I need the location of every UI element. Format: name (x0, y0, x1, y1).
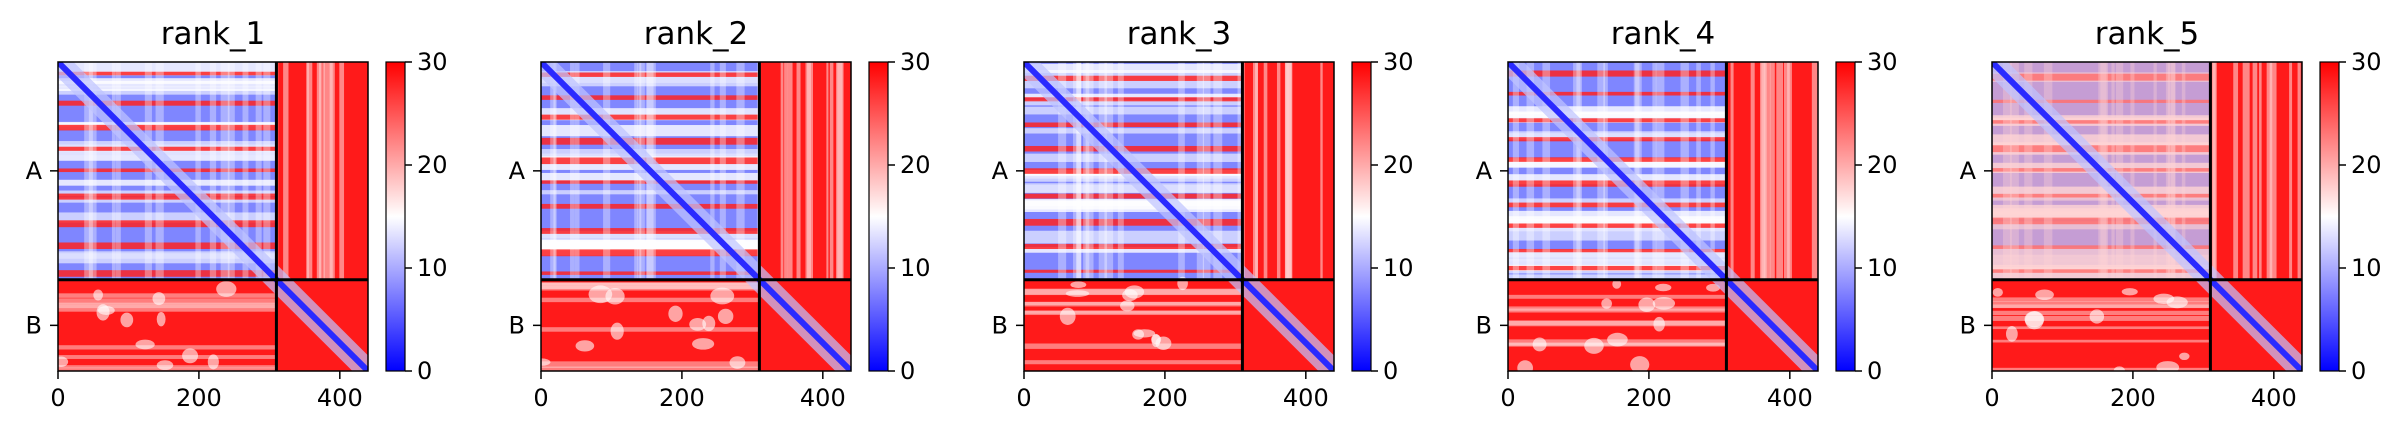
panel-title: rank_4 (1611, 16, 1716, 52)
x-tick-label: 0 (1016, 384, 1031, 412)
colorbar-tick-label: 20 (417, 151, 448, 179)
x-tick-label: 0 (1500, 384, 1515, 412)
colorbar-tick-label: 20 (900, 151, 931, 179)
heatmap-image (1992, 62, 2302, 371)
chain-label: B (1476, 311, 1492, 339)
colorbar-tick-label: 20 (1867, 151, 1898, 179)
chain-label: B (1960, 311, 1976, 339)
colorbar-tick-label: 30 (417, 48, 448, 76)
colorbar (385, 61, 406, 372)
plot-frame (1023, 61, 1335, 372)
heatmap-panel: rank_5 0 200 400 A B 0 10 20 30 (1960, 16, 2382, 412)
chain-label: A (1960, 157, 1977, 185)
x-tick-label: 400 (317, 384, 363, 412)
colorbar-tick-label: 10 (417, 254, 448, 282)
heatmap-image (58, 62, 368, 371)
colorbar (1351, 61, 1372, 372)
chain-label: A (1476, 157, 1493, 185)
colorbar-tick-label: 30 (1383, 48, 1414, 76)
colorbar (2319, 61, 2340, 372)
colorbar-tick-label: 10 (1867, 254, 1898, 282)
chain-label: A (992, 157, 1009, 185)
x-tick-label: 200 (1142, 384, 1188, 412)
chain-label: A (509, 157, 526, 185)
x-tick-label: 0 (50, 384, 65, 412)
colorbar-tick-label: 0 (2351, 357, 2366, 385)
colorbar-tick-label: 0 (1867, 357, 1882, 385)
colorbar-tick-label: 20 (2351, 151, 2382, 179)
colorbar (1835, 61, 1856, 372)
heatmap-image (541, 62, 851, 371)
x-tick-label: 200 (659, 384, 705, 412)
plot-frame (1991, 61, 2303, 372)
x-tick-label: 200 (2110, 384, 2156, 412)
x-tick-label: 400 (2251, 384, 2297, 412)
heatmap-image (1024, 62, 1334, 371)
plot-frame (57, 61, 369, 372)
colorbar-tick-label: 10 (2351, 254, 2382, 282)
chain-label: B (26, 311, 42, 339)
x-tick-label: 0 (533, 384, 548, 412)
colorbar-tick-label: 0 (1383, 357, 1398, 385)
colorbar-tick-label: 10 (900, 254, 931, 282)
panel-title: rank_3 (1127, 16, 1232, 52)
chain-label: B (509, 311, 525, 339)
heatmap-panel: rank_2 0 200 400 A B 0 10 20 30 (509, 16, 931, 412)
colorbar-tick-label: 0 (417, 357, 432, 385)
chain-label: A (26, 157, 43, 185)
x-tick-label: 200 (176, 384, 222, 412)
colorbar (868, 61, 889, 372)
x-tick-label: 200 (1626, 384, 1672, 412)
chain-label: B (992, 311, 1008, 339)
plot-frame (540, 61, 852, 372)
colorbar-tick-label: 30 (2351, 48, 2382, 76)
x-tick-label: 400 (1283, 384, 1329, 412)
x-tick-label: 0 (1984, 384, 1999, 412)
panel-title: rank_5 (2095, 16, 2200, 52)
x-tick-label: 400 (800, 384, 846, 412)
panel-title: rank_2 (644, 16, 749, 52)
colorbar-tick-label: 20 (1383, 151, 1414, 179)
colorbar-tick-label: 30 (1867, 48, 1898, 76)
colorbar-tick-label: 30 (900, 48, 931, 76)
plot-frame (1507, 61, 1819, 372)
colorbar-tick-label: 10 (1383, 254, 1414, 282)
heatmap-panel: rank_4 0 200 400 A B 0 10 20 30 (1476, 16, 1898, 412)
panel-title: rank_1 (161, 16, 266, 52)
x-tick-label: 400 (1767, 384, 1813, 412)
heatmap-image (1508, 62, 1818, 371)
colorbar-tick-label: 0 (900, 357, 915, 385)
heatmap-panel: rank_3 0 200 400 A B 0 10 20 30 (992, 16, 1414, 412)
heatmap-panel: rank_1 0 200 400 A B 0 10 20 30 (26, 16, 448, 412)
